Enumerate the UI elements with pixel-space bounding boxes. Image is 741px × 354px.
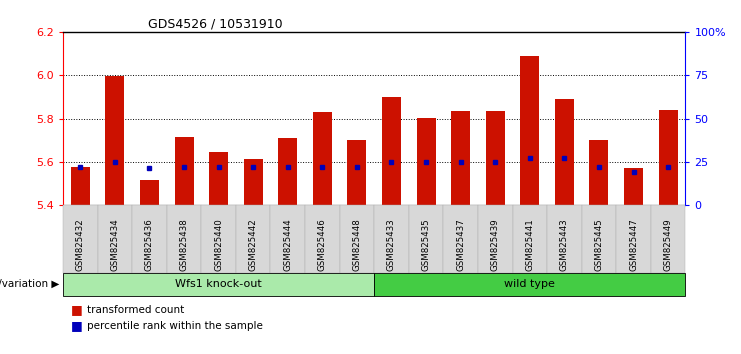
Text: percentile rank within the sample: percentile rank within the sample bbox=[87, 321, 262, 331]
Text: GSM825434: GSM825434 bbox=[110, 218, 119, 271]
Bar bbox=[382, 97, 401, 205]
Text: wild type: wild type bbox=[505, 279, 555, 289]
Bar bbox=[278, 138, 297, 205]
Text: ■: ■ bbox=[70, 319, 82, 332]
Bar bbox=[174, 137, 193, 205]
Text: GSM825449: GSM825449 bbox=[664, 218, 673, 271]
Bar bbox=[451, 111, 470, 205]
Text: GSM825433: GSM825433 bbox=[387, 218, 396, 271]
Text: GSM825436: GSM825436 bbox=[145, 218, 154, 271]
Text: GSM825442: GSM825442 bbox=[249, 218, 258, 271]
Text: GSM825447: GSM825447 bbox=[629, 218, 638, 271]
Text: GSM825443: GSM825443 bbox=[560, 218, 569, 271]
Text: Wfs1 knock-out: Wfs1 knock-out bbox=[175, 279, 262, 289]
Text: GSM825441: GSM825441 bbox=[525, 218, 534, 271]
Text: GSM825439: GSM825439 bbox=[491, 218, 499, 271]
Bar bbox=[348, 140, 366, 205]
Bar bbox=[416, 118, 436, 205]
Text: transformed count: transformed count bbox=[87, 305, 184, 315]
Text: genotype/variation ▶: genotype/variation ▶ bbox=[0, 279, 59, 289]
Text: ■: ■ bbox=[70, 303, 82, 316]
Text: GSM825440: GSM825440 bbox=[214, 218, 223, 271]
Text: GSM825448: GSM825448 bbox=[353, 218, 362, 271]
Text: GSM825444: GSM825444 bbox=[283, 218, 292, 271]
Bar bbox=[589, 140, 608, 205]
Text: GSM825438: GSM825438 bbox=[179, 218, 188, 271]
Bar bbox=[209, 152, 228, 205]
Text: GSM825445: GSM825445 bbox=[594, 218, 603, 271]
Bar bbox=[140, 181, 159, 205]
Text: GDS4526 / 10531910: GDS4526 / 10531910 bbox=[148, 18, 283, 31]
Bar bbox=[485, 111, 505, 205]
Text: GSM825437: GSM825437 bbox=[456, 218, 465, 271]
Bar bbox=[244, 159, 262, 205]
Bar bbox=[313, 112, 332, 205]
Bar bbox=[624, 169, 643, 205]
Bar bbox=[105, 76, 124, 205]
Text: GSM825435: GSM825435 bbox=[422, 218, 431, 271]
Bar bbox=[659, 110, 677, 205]
Text: GSM825432: GSM825432 bbox=[76, 218, 84, 271]
Bar bbox=[520, 56, 539, 205]
Bar bbox=[555, 99, 574, 205]
Bar bbox=[71, 167, 90, 205]
Text: GSM825446: GSM825446 bbox=[318, 218, 327, 271]
